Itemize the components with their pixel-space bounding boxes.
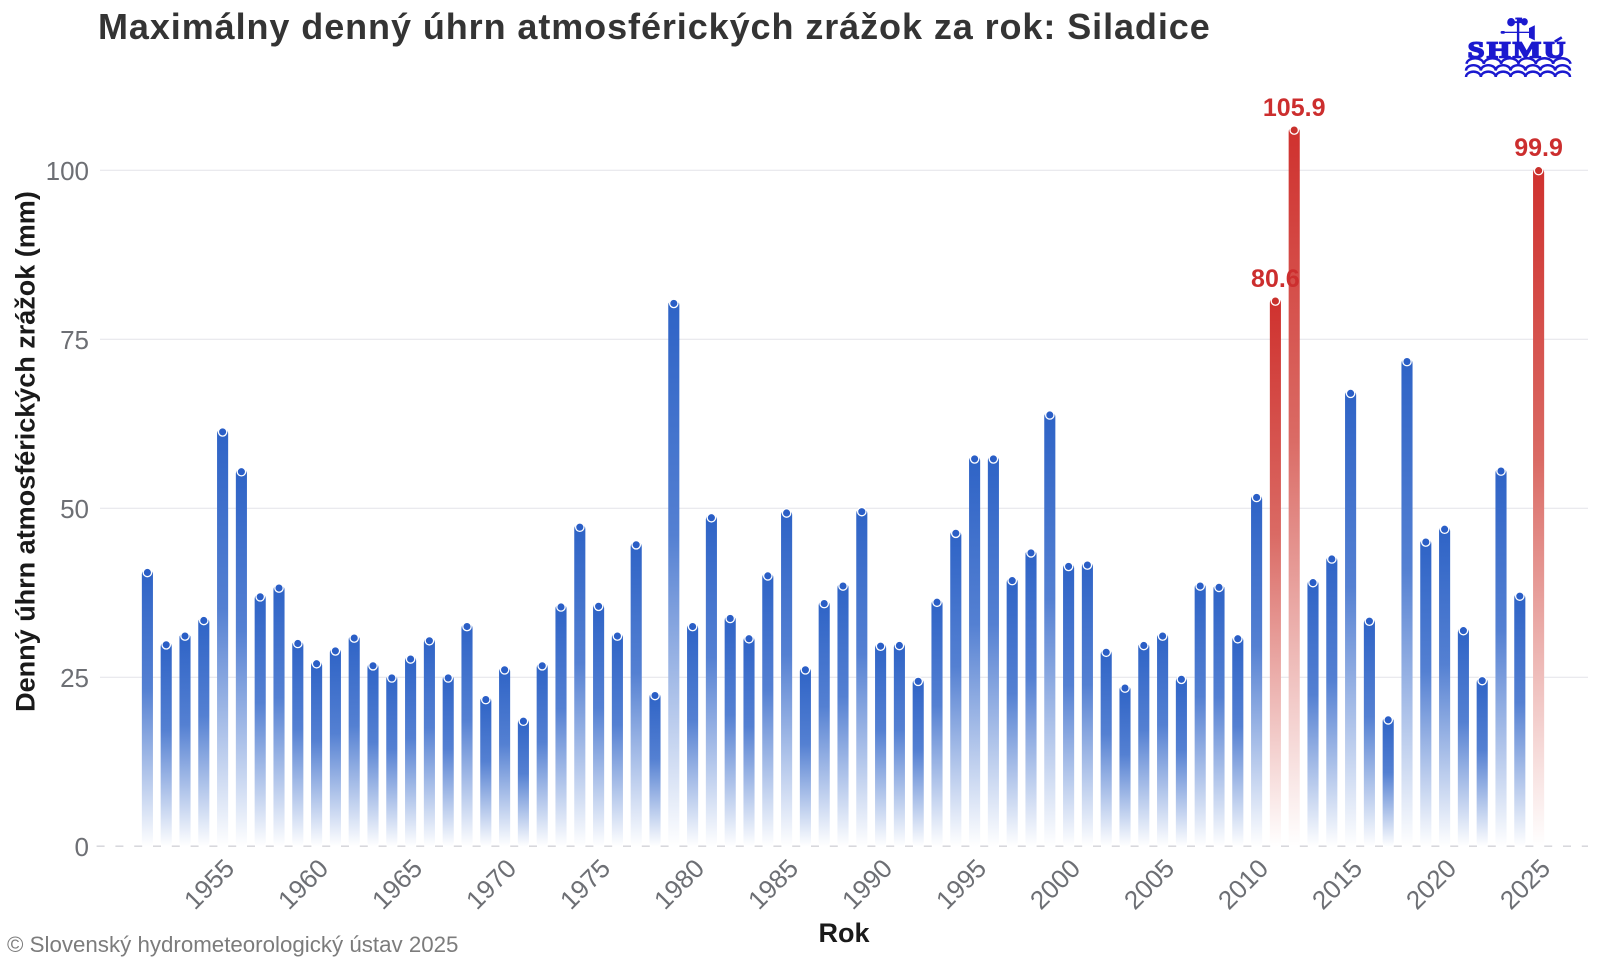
svg-text:SHMU: SHMU — [1468, 38, 1568, 63]
